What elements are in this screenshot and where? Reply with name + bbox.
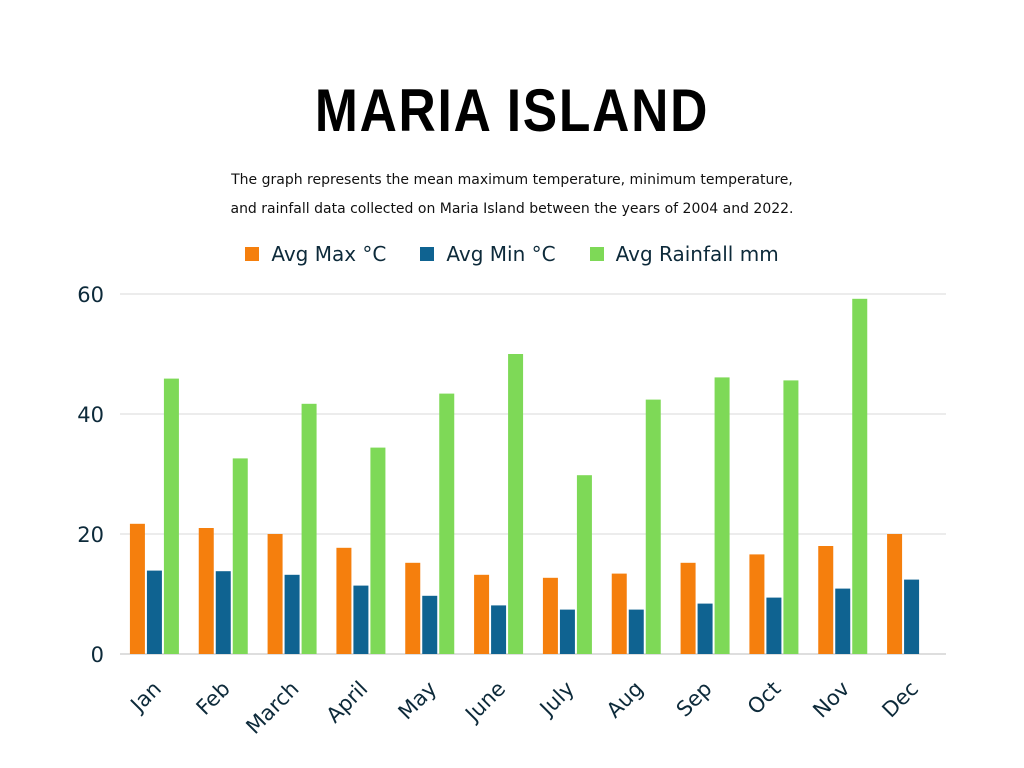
bar-min	[146, 570, 162, 654]
bar-rain	[232, 458, 248, 654]
bar-max	[680, 562, 696, 654]
bar-rain	[301, 403, 317, 654]
bar-max	[611, 573, 627, 654]
bar-min	[766, 597, 782, 654]
bar-max	[129, 523, 145, 654]
bar-min	[215, 571, 231, 654]
bar-rain	[714, 377, 730, 654]
bar-min	[559, 609, 575, 654]
x-tick-label: Oct	[743, 677, 786, 720]
bar-rain	[508, 354, 524, 654]
bar-max	[336, 547, 352, 654]
x-tick-label: July	[534, 677, 579, 722]
x-tick-label: May	[394, 677, 442, 725]
x-tick-label: June	[459, 677, 510, 728]
legend-item-rain: Avg Rainfall mm	[589, 242, 779, 266]
bar-min	[284, 574, 300, 654]
x-tick-label: Aug	[602, 677, 648, 723]
y-tick-label: 60	[77, 283, 104, 307]
legend: Avg Max °C Avg Min °C Avg Rainfall mm	[0, 242, 1024, 266]
y-tick-label: 0	[91, 643, 104, 667]
y-tick-label: 20	[77, 523, 104, 547]
bar-min	[422, 595, 438, 654]
bar-rain	[163, 378, 179, 654]
x-tick-label: Sep	[672, 677, 717, 722]
bar-max	[198, 528, 214, 654]
bar-min	[353, 585, 369, 654]
bar-min	[904, 579, 920, 654]
bar-max	[267, 534, 283, 654]
bar-rain	[852, 298, 868, 654]
bar-min	[697, 603, 713, 654]
subtitle-line-2: and rainfall data collected on Maria Isl…	[230, 201, 794, 217]
bar-min	[628, 609, 644, 654]
bar-min	[835, 588, 851, 654]
chart-title: MARIA ISLAND	[314, 77, 710, 144]
legend-label-min: Avg Min °C	[446, 242, 556, 266]
legend-swatch-max	[245, 247, 260, 261]
legend-label-max: Avg Max °C	[271, 242, 387, 266]
legend-swatch-rain	[589, 247, 604, 261]
bar-max	[749, 554, 765, 654]
bar-rain	[439, 393, 455, 654]
bar-min	[491, 605, 507, 654]
bar-rain	[783, 380, 799, 654]
x-tick-label: Dec	[877, 677, 923, 723]
bar-max	[474, 574, 490, 654]
x-tick-label: Nov	[808, 677, 854, 723]
legend-swatch-min	[420, 247, 435, 261]
legend-item-max: Avg Max °C	[245, 242, 386, 266]
x-tick-label: April	[322, 677, 373, 728]
bar-max	[887, 534, 903, 654]
bar-rain	[370, 447, 386, 654]
legend-item-min: Avg Min °C	[420, 242, 556, 266]
x-tick-label: Feb	[192, 677, 235, 720]
bar-max	[542, 577, 558, 654]
bar-max	[818, 546, 834, 654]
bar-rain	[576, 475, 592, 654]
bar-max	[405, 562, 421, 654]
x-tick-label: March	[241, 677, 303, 739]
legend-label-rain: Avg Rainfall mm	[615, 242, 779, 266]
y-tick-label: 40	[77, 403, 104, 427]
x-tick-label: Jan	[125, 677, 166, 718]
bar-rain	[645, 399, 661, 654]
subtitle-line-1: The graph represents the mean maximum te…	[231, 172, 793, 188]
